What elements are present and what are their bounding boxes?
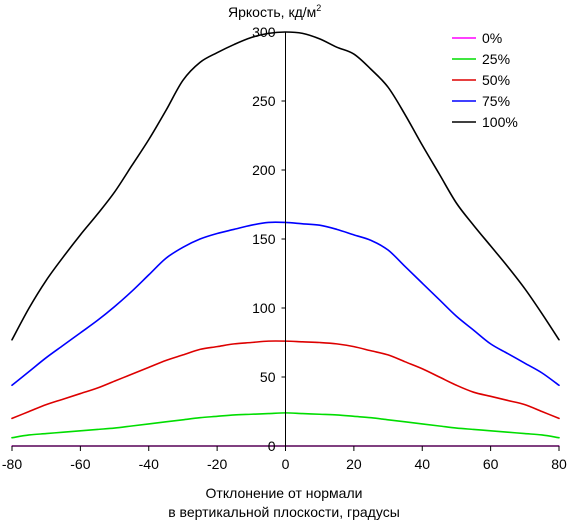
- y-axis-title-superscript: 2: [316, 3, 321, 13]
- x-tick-label: 20: [346, 456, 362, 472]
- x-tick-label: -60: [70, 456, 90, 472]
- y-axis-title: Яркость, кд/м2: [228, 3, 321, 20]
- x-tick-label: -80: [2, 456, 22, 472]
- legend-label: 100%: [482, 114, 518, 130]
- legend: 0% 25% 50% 75% 100%: [452, 30, 518, 130]
- x-axis-title-line2: в вертикальной плоскости, градусы: [168, 504, 400, 520]
- legend-label: 50%: [482, 72, 510, 88]
- y-tick-label: 50: [260, 369, 276, 385]
- x-tick-label: 60: [483, 456, 499, 472]
- labels-layer: Яркость, кд/м2 Отклонение от нормали в в…: [168, 3, 400, 520]
- y-tick-label: 300: [252, 24, 276, 40]
- y-tick-label: 100: [252, 300, 276, 316]
- y-tick-label: 0: [268, 438, 276, 454]
- legend-label: 25%: [482, 51, 510, 67]
- x-axis-title-line1: Отклонение от нормали: [206, 485, 363, 501]
- legend-label: 75%: [482, 93, 510, 109]
- x-tick-label: -40: [139, 456, 159, 472]
- x-tick-label: 40: [414, 456, 430, 472]
- y-tick-label: 150: [252, 231, 276, 247]
- x-tick-label: -20: [207, 456, 227, 472]
- y-tick-label: 200: [252, 162, 276, 178]
- x-tick-label: 0: [282, 456, 290, 472]
- y-axis-title-main: Яркость, кд/м: [228, 4, 316, 20]
- legend-label: 0%: [482, 30, 502, 46]
- x-tick-label: 80: [551, 456, 567, 472]
- axes-layer: -80 -60 -40 -20 0 20 40 60 80 0 50 100 150 200 250 300: [2, 24, 567, 472]
- y-tick-label: 250: [252, 93, 276, 109]
